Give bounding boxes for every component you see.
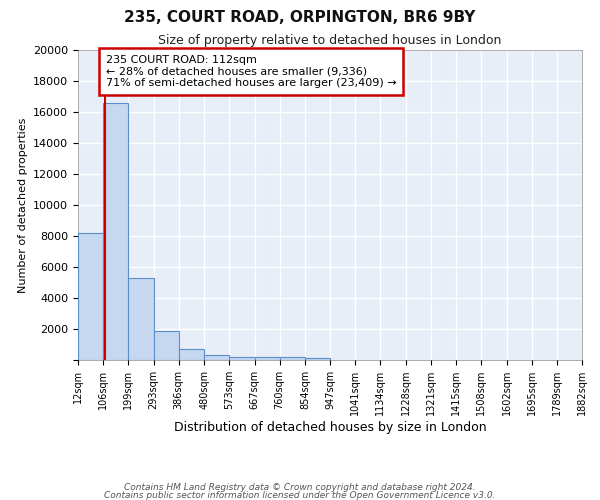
Title: Size of property relative to detached houses in London: Size of property relative to detached ho… — [158, 34, 502, 48]
Bar — [254, 357, 280, 360]
Bar — [128, 278, 154, 360]
Text: Contains public sector information licensed under the Open Government Licence v3: Contains public sector information licen… — [104, 490, 496, 500]
Text: 235, COURT ROAD, ORPINGTON, BR6 9BY: 235, COURT ROAD, ORPINGTON, BR6 9BY — [124, 10, 476, 25]
Bar — [103, 102, 128, 360]
Y-axis label: Number of detached properties: Number of detached properties — [17, 118, 28, 292]
X-axis label: Distribution of detached houses by size in London: Distribution of detached houses by size … — [173, 421, 487, 434]
Bar — [305, 358, 330, 360]
Bar — [78, 233, 103, 360]
Text: Contains HM Land Registry data © Crown copyright and database right 2024.: Contains HM Land Registry data © Crown c… — [124, 484, 476, 492]
Bar — [280, 357, 305, 360]
Bar — [229, 356, 254, 360]
Bar — [154, 332, 179, 360]
Bar — [179, 349, 204, 360]
Bar — [204, 356, 229, 360]
Text: 235 COURT ROAD: 112sqm
← 28% of detached houses are smaller (9,336)
71% of semi-: 235 COURT ROAD: 112sqm ← 28% of detached… — [106, 54, 397, 88]
